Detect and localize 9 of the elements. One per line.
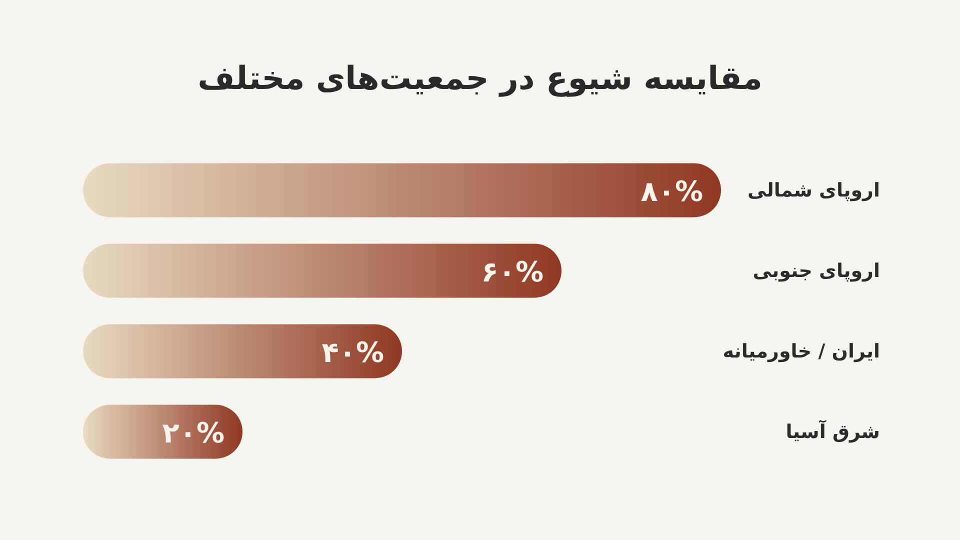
category-label: شرق آسیا (786, 420, 880, 443)
value-label: ۶۰% (481, 255, 544, 288)
category-label: اروپای شمالی (748, 179, 880, 202)
category-label: ایران / خاورمیانه (722, 340, 880, 362)
category-label: اروپای جنوبی (752, 260, 880, 282)
value-label: ۸۰% (640, 174, 703, 208)
value-label: ۲۰% (162, 416, 224, 450)
value-label: ۴۰% (322, 336, 384, 369)
title: مقایسه شیوع در جمعیت‌های مختلف (198, 59, 762, 97)
